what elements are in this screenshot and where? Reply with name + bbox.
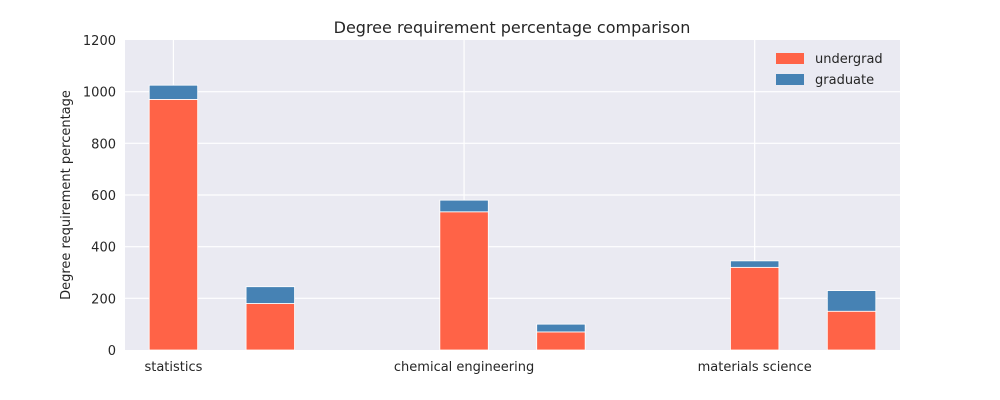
y-tick-label: 1200 [83, 34, 116, 49]
bar-graduate [730, 260, 780, 268]
y-tick-label: 200 [91, 292, 116, 307]
bar-undergrad [148, 99, 199, 351]
bar-graduate [826, 290, 877, 312]
bar-graduate [439, 199, 489, 213]
y-tick-label: 400 [91, 241, 116, 256]
y-tick-label: 600 [91, 189, 116, 204]
y-tick-label: 0 [108, 344, 116, 359]
y-axis-label: Degree requirement percentage [59, 90, 74, 300]
bars [148, 84, 877, 351]
legend-label-undergrad: undergrad [815, 52, 883, 67]
x-tick-label: chemical engineering [394, 360, 534, 375]
chart-title: Degree requirement percentage comparison [334, 18, 691, 37]
bar-graduate [245, 286, 295, 304]
legend-label-graduate: graduate [815, 73, 874, 88]
y-axis-ticks: 0 200 400 600 800 1000 1200 [83, 34, 116, 359]
legend-swatch-graduate [776, 74, 804, 85]
bar-undergrad [730, 266, 780, 351]
y-tick-label: 1000 [83, 86, 116, 101]
legend-swatch-undergrad [776, 53, 804, 64]
y-tick-label: 800 [91, 137, 116, 152]
bar-graduate [148, 84, 199, 100]
bar-undergrad [536, 331, 586, 351]
x-tick-label: statistics [144, 360, 202, 375]
x-axis-ticks: statistics chemical engineering materials … [144, 360, 811, 375]
bar-undergrad [826, 310, 877, 351]
legend: undergrad graduate [776, 52, 883, 88]
bar-undergrad [245, 303, 295, 351]
bar-graduate [536, 323, 586, 333]
bar-undergrad [439, 211, 489, 351]
x-tick-label: materials science [698, 360, 812, 375]
